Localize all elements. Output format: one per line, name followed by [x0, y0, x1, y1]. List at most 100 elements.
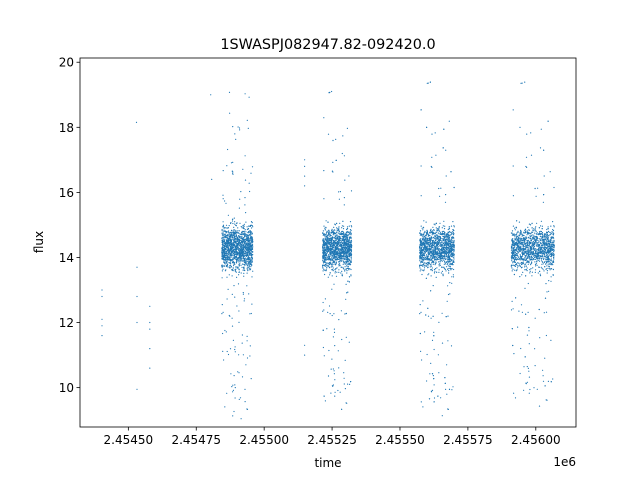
data-point — [244, 258, 246, 261]
data-point — [343, 242, 345, 244]
data-point — [243, 225, 245, 227]
data-point — [245, 233, 247, 235]
data-point — [448, 272, 450, 274]
data-point — [347, 237, 349, 239]
data-point — [341, 233, 343, 235]
data-point — [337, 389, 339, 392]
data-point — [344, 388, 346, 390]
data-point — [442, 233, 444, 235]
data-point — [324, 229, 326, 231]
data-point — [427, 243, 429, 245]
data-point — [247, 247, 249, 249]
data-point — [441, 415, 443, 417]
data-point — [426, 265, 428, 267]
data-point — [342, 230, 344, 233]
data-point — [347, 251, 349, 253]
data-point — [337, 237, 339, 240]
data-point — [444, 244, 446, 247]
data-point — [445, 257, 447, 259]
data-point — [443, 237, 445, 239]
data-point — [330, 266, 333, 268]
data-point — [239, 222, 241, 224]
data-point — [221, 240, 224, 242]
data-point — [424, 243, 427, 245]
data-point — [444, 263, 446, 265]
data-point — [449, 282, 451, 284]
data-point — [431, 241, 434, 243]
data-point — [438, 265, 440, 267]
data-point — [250, 227, 253, 229]
data-point — [512, 308, 514, 310]
data-point — [434, 247, 436, 250]
data-point — [345, 231, 348, 233]
data-point — [327, 264, 329, 266]
data-point — [233, 233, 235, 235]
data-point — [435, 276, 437, 278]
data-point — [438, 187, 440, 190]
data-point — [336, 240, 339, 243]
data-point — [250, 224, 252, 226]
data-point — [223, 234, 225, 236]
data-point — [244, 229, 246, 231]
data-point — [426, 232, 428, 234]
data-point — [331, 90, 333, 93]
data-point — [247, 250, 249, 252]
data-point — [231, 233, 233, 235]
data-point — [233, 253, 236, 255]
data-point — [325, 237, 327, 239]
data-point — [451, 260, 453, 262]
data-point — [428, 398, 431, 400]
data-point — [225, 250, 227, 252]
data-point — [224, 200, 226, 202]
data-point — [536, 239, 538, 241]
data-point — [343, 377, 345, 379]
data-point — [331, 238, 333, 241]
data-point — [233, 257, 235, 259]
data-point — [430, 239, 432, 241]
data-point — [229, 258, 231, 260]
data-point — [344, 235, 346, 237]
data-point — [431, 339, 434, 341]
data-point — [443, 220, 445, 222]
data-point — [429, 243, 431, 245]
data-point — [432, 315, 434, 317]
data-point — [248, 230, 250, 233]
data-point — [248, 258, 251, 261]
data-point — [241, 259, 243, 261]
data-point — [427, 261, 429, 264]
data-point — [252, 270, 254, 272]
data-point — [335, 254, 337, 256]
data-point — [249, 241, 251, 244]
data-point — [345, 247, 347, 249]
data-point — [539, 238, 541, 240]
data-point — [228, 274, 230, 276]
data-point — [244, 155, 246, 157]
data-point — [340, 310, 342, 312]
data-point — [342, 266, 344, 268]
data-point — [338, 191, 340, 193]
data-point — [332, 139, 334, 142]
data-point — [233, 249, 235, 251]
data-point — [244, 263, 246, 265]
data-point — [244, 235, 246, 237]
data-point — [251, 303, 253, 305]
data-point — [231, 275, 233, 277]
data-point — [346, 235, 348, 237]
data-point — [323, 260, 325, 263]
data-point — [339, 264, 341, 266]
data-point — [349, 258, 351, 260]
data-point — [426, 245, 428, 247]
data-point — [443, 263, 445, 265]
data-point — [343, 383, 345, 385]
data-point — [238, 261, 240, 263]
data-point — [423, 240, 425, 242]
data-point — [446, 241, 448, 243]
data-point — [221, 256, 223, 258]
data-point — [224, 241, 226, 244]
data-point — [531, 255, 533, 257]
data-point — [453, 258, 455, 260]
data-point — [348, 281, 350, 283]
data-point — [227, 233, 229, 235]
data-point — [437, 234, 439, 236]
data-point — [431, 267, 433, 269]
